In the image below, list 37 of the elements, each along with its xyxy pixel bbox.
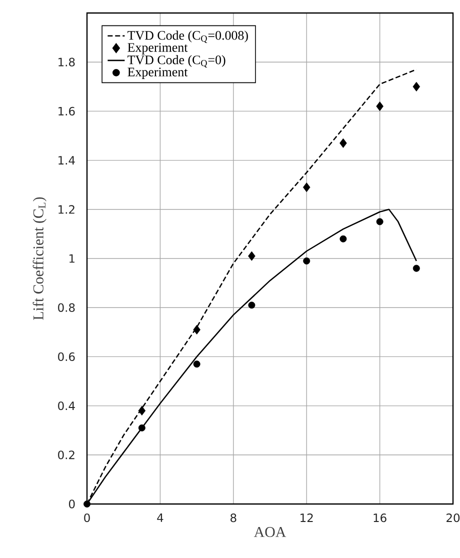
x-tick-label: 16 (374, 514, 386, 522)
point (303, 257, 310, 264)
x-axis-title: AOA (254, 527, 286, 538)
y-axis-title: Lift Coefficient (C$_{L}$) (32, 197, 46, 320)
legend-label: Experiment (128, 68, 188, 79)
point (302, 182, 310, 192)
legend-label: TVD Code (C$_{Q}$=0) (128, 55, 226, 68)
point (248, 251, 256, 261)
point (376, 218, 384, 226)
y-tick-label: 1.2 (58, 205, 74, 214)
y-tick-label: 0.8 (58, 303, 75, 312)
x-tick-label: 20 (446, 514, 460, 522)
legend-label: TVD Code (C$_{Q}$=0.008) (128, 30, 248, 43)
point (248, 302, 256, 309)
y-tick-label: 0.2 (58, 450, 74, 460)
point (193, 324, 200, 334)
legend-label: Experiment (128, 43, 188, 54)
point (412, 264, 420, 272)
point (376, 102, 384, 112)
y-tick-label: 1.4 (58, 156, 75, 164)
y-tick-label: 1 (69, 254, 74, 263)
x-tick-label: 8 (230, 514, 236, 522)
point (84, 500, 90, 508)
y-tick-label: 0 (68, 500, 75, 508)
y-tick-label: 0.6 (58, 352, 75, 362)
y-tick-label: 1.8 (58, 58, 75, 66)
x-tick-label: 4 (157, 514, 164, 522)
point (340, 235, 347, 242)
point (138, 424, 146, 432)
x-tick-label: 0 (84, 514, 90, 522)
point (340, 138, 347, 148)
y-tick-label: 1.6 (58, 106, 75, 116)
point (138, 406, 146, 416)
y-tick-label: 0.4 (58, 401, 75, 410)
point (193, 360, 200, 368)
point (412, 82, 420, 92)
x-tick-label: 12 (300, 514, 313, 522)
